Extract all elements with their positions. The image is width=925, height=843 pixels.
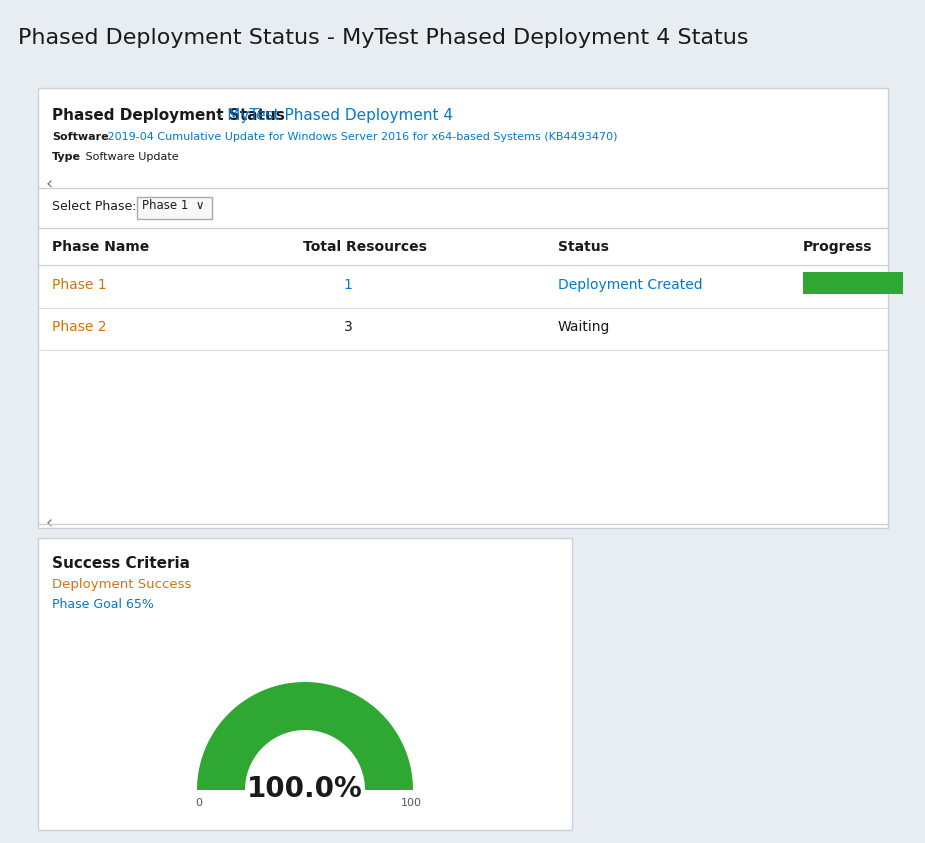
Text: 100.0%: 100.0%	[247, 775, 363, 803]
FancyBboxPatch shape	[38, 88, 888, 528]
Text: Phase 2: Phase 2	[52, 320, 106, 334]
Text: ‹: ‹	[46, 514, 54, 532]
Text: Deployment Success: Deployment Success	[52, 578, 191, 591]
Text: ‹: ‹	[46, 175, 54, 193]
Text: Phase Name: Phase Name	[52, 240, 149, 254]
Text: 3: 3	[343, 320, 352, 334]
Text: Total Resources: Total Resources	[303, 240, 426, 254]
FancyBboxPatch shape	[38, 538, 572, 830]
Text: 1: 1	[343, 278, 352, 292]
FancyBboxPatch shape	[137, 197, 212, 219]
Text: Type: Type	[52, 152, 81, 162]
Text: Phase 1: Phase 1	[52, 278, 106, 292]
Text: 100: 100	[401, 798, 422, 808]
Text: Software Update: Software Update	[82, 152, 179, 162]
Text: Phase 1  ∨: Phase 1 ∨	[142, 199, 204, 212]
Text: Select Phase:: Select Phase:	[52, 200, 137, 213]
Text: Software: Software	[52, 132, 108, 142]
Text: Progress: Progress	[803, 240, 872, 254]
Text: Deployment Created: Deployment Created	[558, 278, 703, 292]
Text: Phased Deployment Status: Phased Deployment Status	[52, 108, 285, 123]
Text: Status: Status	[558, 240, 609, 254]
Text: Phase Goal 65%: Phase Goal 65%	[52, 598, 154, 611]
Text: Waiting: Waiting	[558, 320, 610, 334]
Text: 0: 0	[195, 798, 203, 808]
Text: 2019-04 Cumulative Update for Windows Server 2016 for x64-based Systems (KB44934: 2019-04 Cumulative Update for Windows Se…	[104, 132, 618, 142]
Text: Success Criteria: Success Criteria	[52, 556, 190, 571]
FancyBboxPatch shape	[803, 272, 903, 294]
Polygon shape	[197, 682, 413, 790]
Text: Phased Deployment Status - MyTest Phased Deployment 4 Status: Phased Deployment Status - MyTest Phased…	[18, 28, 748, 48]
Text: - MyTest Phased Deployment 4: - MyTest Phased Deployment 4	[212, 108, 453, 123]
